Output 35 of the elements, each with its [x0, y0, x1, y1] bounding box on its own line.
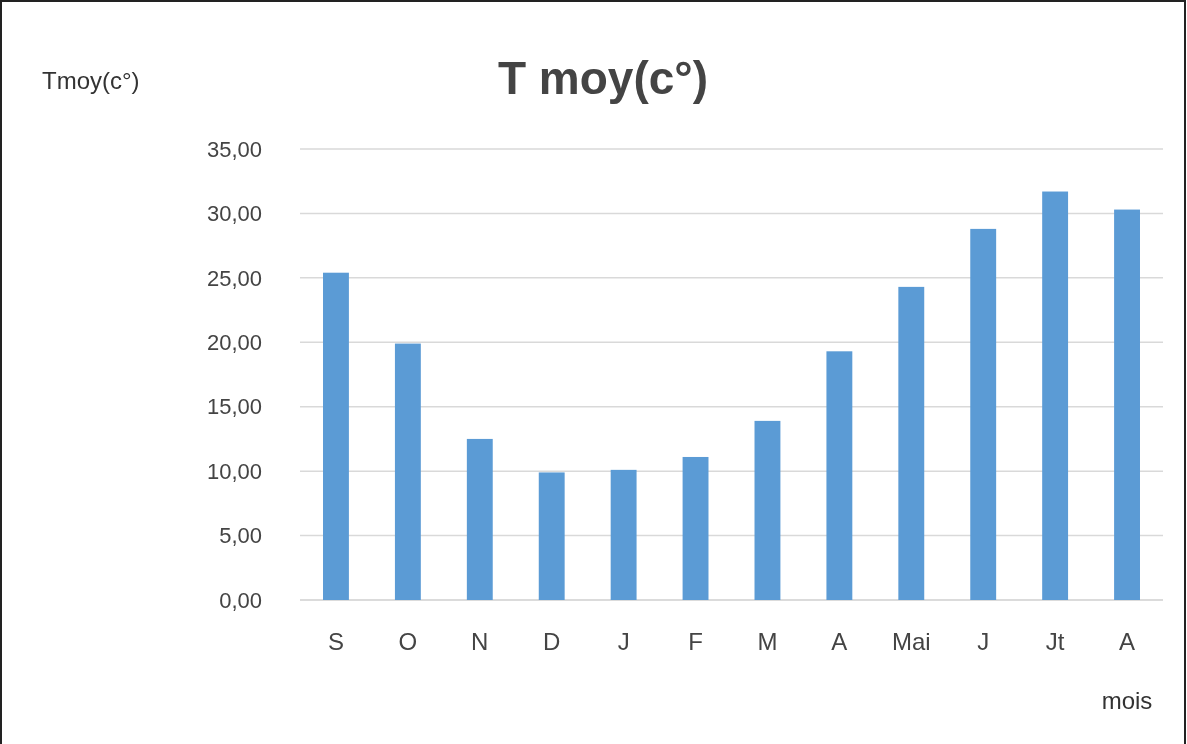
chart-title: T moy(c°): [497, 52, 709, 104]
bar: [538, 472, 565, 600]
x-tick-label: A: [831, 628, 848, 655]
y-tick-label: 35,00: [206, 136, 262, 162]
x-tick-label: J: [977, 628, 990, 655]
y-tick-label: 10,00: [206, 458, 262, 484]
x-tick-label: Jt: [1045, 628, 1065, 655]
y-tick-label: 0,00: [219, 587, 262, 613]
x-tick-label: N: [471, 628, 489, 655]
y-tick-label: 5,00: [219, 523, 262, 549]
bar: [394, 343, 421, 600]
bar: [466, 438, 493, 600]
x-tick-label: F: [688, 628, 703, 655]
y-tick-label: 20,00: [206, 329, 262, 355]
bar: [682, 456, 709, 600]
y-axis-title: Tmoy(c°): [42, 67, 140, 94]
bar: [1042, 191, 1069, 600]
y-tick-label: 30,00: [206, 201, 262, 227]
bar: [323, 272, 349, 600]
x-axis-title: mois: [1101, 687, 1153, 714]
x-tick-label: J: [617, 628, 630, 655]
x-tick-label: A: [1119, 628, 1136, 655]
x-tick-label: M: [757, 628, 778, 655]
bar: [1114, 209, 1140, 600]
bar: [898, 286, 925, 600]
bar: [754, 420, 781, 600]
bar: [610, 469, 637, 600]
x-tick-label: S: [327, 628, 344, 655]
x-tick-label: O: [398, 628, 418, 655]
bar: [826, 351, 853, 600]
bar: [970, 228, 997, 600]
x-tick-label: Mai: [891, 628, 931, 655]
y-tick-label: 25,00: [206, 265, 262, 291]
y-tick-label: 15,00: [206, 394, 262, 420]
x-tick-label: D: [543, 628, 561, 655]
